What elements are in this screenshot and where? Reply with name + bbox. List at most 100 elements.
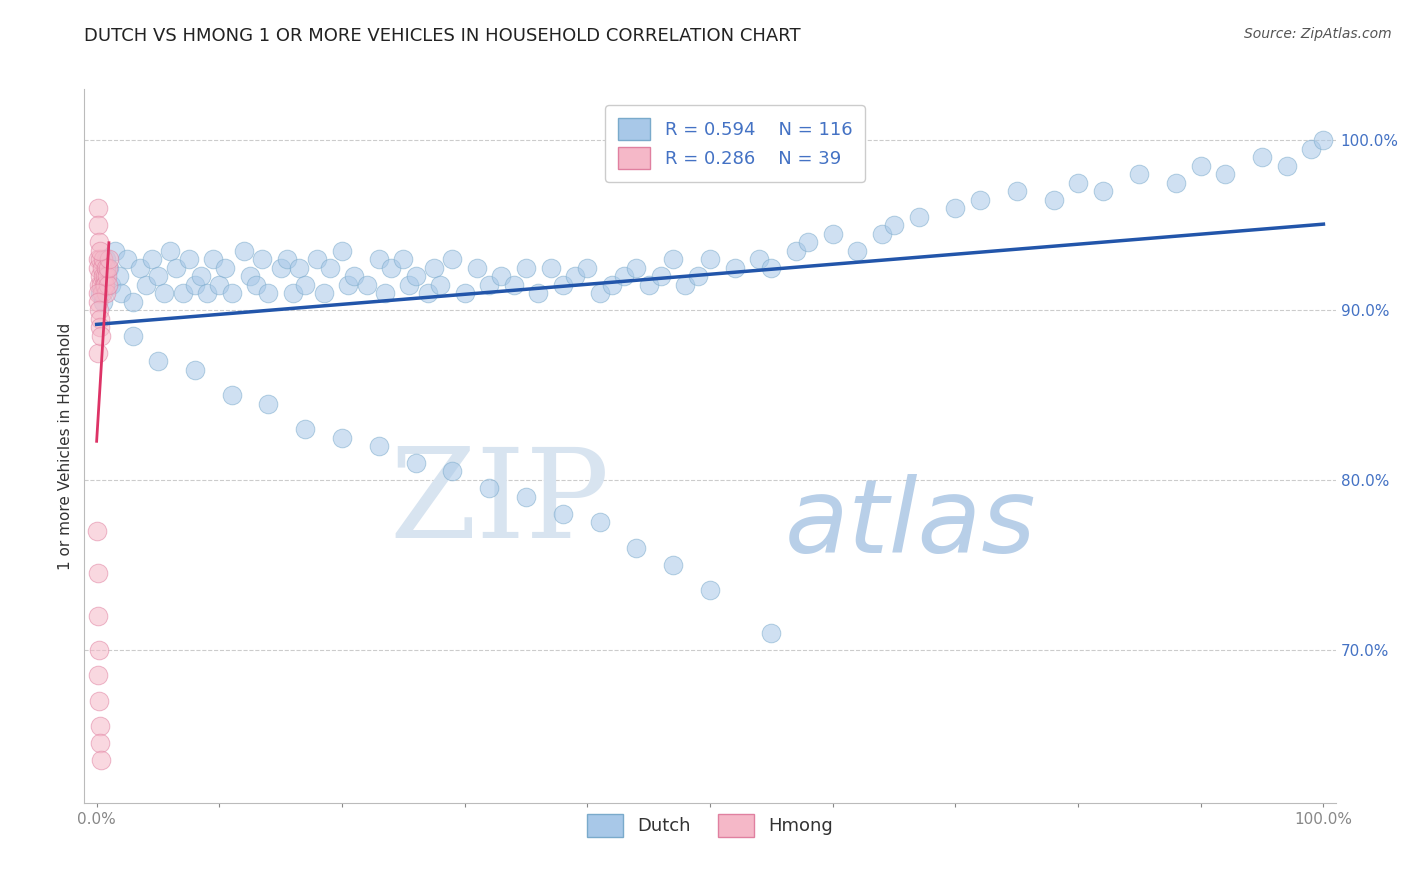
Point — [146, 269, 169, 284]
Point — [94, 277, 117, 292]
Point — [89, 244, 111, 258]
Point — [90, 277, 112, 292]
Point — [91, 294, 114, 309]
Point — [90, 328, 112, 343]
Point — [374, 286, 396, 301]
Point — [87, 566, 110, 581]
Point — [104, 244, 127, 258]
Point — [330, 244, 353, 258]
Point — [294, 277, 316, 292]
Point — [343, 269, 366, 284]
Point — [141, 252, 163, 266]
Point — [761, 626, 783, 640]
Point — [195, 286, 218, 301]
Point — [1005, 184, 1028, 198]
Point — [221, 388, 243, 402]
Point — [423, 260, 446, 275]
Point — [221, 286, 243, 301]
Point — [89, 269, 111, 284]
Point — [367, 252, 389, 266]
Point — [96, 286, 118, 301]
Point — [416, 286, 439, 301]
Point — [96, 252, 118, 266]
Point — [337, 277, 360, 292]
Point — [748, 252, 770, 266]
Point — [1042, 193, 1064, 207]
Point — [478, 482, 501, 496]
Point — [91, 286, 114, 301]
Point — [1189, 159, 1212, 173]
Point — [165, 260, 187, 275]
Point — [87, 286, 110, 301]
Point — [87, 294, 110, 309]
Point — [650, 269, 672, 284]
Point — [883, 218, 905, 232]
Point — [1275, 159, 1298, 173]
Point — [969, 193, 991, 207]
Point — [1301, 142, 1323, 156]
Point — [122, 294, 145, 309]
Point — [846, 244, 869, 258]
Point — [87, 608, 110, 623]
Point — [87, 235, 110, 249]
Point — [312, 286, 335, 301]
Point — [551, 507, 574, 521]
Point — [89, 286, 111, 301]
Point — [87, 643, 110, 657]
Point — [576, 260, 599, 275]
Point — [491, 269, 513, 284]
Point — [110, 286, 132, 301]
Point — [153, 286, 176, 301]
Point — [172, 286, 194, 301]
Point — [465, 260, 488, 275]
Point — [208, 277, 231, 292]
Point — [1312, 133, 1334, 147]
Point — [675, 277, 697, 292]
Point — [135, 277, 157, 292]
Point — [202, 252, 225, 266]
Text: atlas: atlas — [785, 475, 1036, 574]
Point — [662, 558, 685, 572]
Point — [945, 201, 967, 215]
Point — [330, 430, 353, 444]
Point — [93, 277, 115, 292]
Point — [89, 311, 111, 326]
Point — [214, 260, 236, 275]
Point — [190, 269, 212, 284]
Point — [637, 277, 659, 292]
Point — [281, 286, 304, 301]
Text: ZIP: ZIP — [389, 442, 610, 564]
Point — [588, 516, 610, 530]
Point — [96, 269, 118, 284]
Point — [392, 252, 415, 266]
Legend: Dutch, Hmong: Dutch, Hmong — [579, 807, 841, 844]
Point — [626, 260, 648, 275]
Point — [367, 439, 389, 453]
Point — [723, 260, 745, 275]
Point — [257, 396, 280, 410]
Point — [307, 252, 329, 266]
Point — [89, 719, 111, 733]
Point — [245, 277, 267, 292]
Point — [821, 227, 844, 241]
Point — [453, 286, 475, 301]
Point — [515, 260, 537, 275]
Point — [87, 252, 110, 266]
Point — [797, 235, 820, 249]
Point — [117, 252, 139, 266]
Point — [441, 465, 464, 479]
Point — [551, 277, 574, 292]
Point — [405, 456, 427, 470]
Point — [184, 277, 207, 292]
Point — [699, 252, 721, 266]
Text: DUTCH VS HMONG 1 OR MORE VEHICLES IN HOUSEHOLD CORRELATION CHART: DUTCH VS HMONG 1 OR MORE VEHICLES IN HOU… — [84, 27, 801, 45]
Point — [87, 345, 110, 359]
Point — [1128, 167, 1150, 181]
Point — [1067, 176, 1090, 190]
Point — [429, 277, 451, 292]
Point — [294, 422, 316, 436]
Point — [90, 753, 112, 767]
Point — [252, 252, 274, 266]
Point — [97, 277, 120, 292]
Point — [1166, 176, 1188, 190]
